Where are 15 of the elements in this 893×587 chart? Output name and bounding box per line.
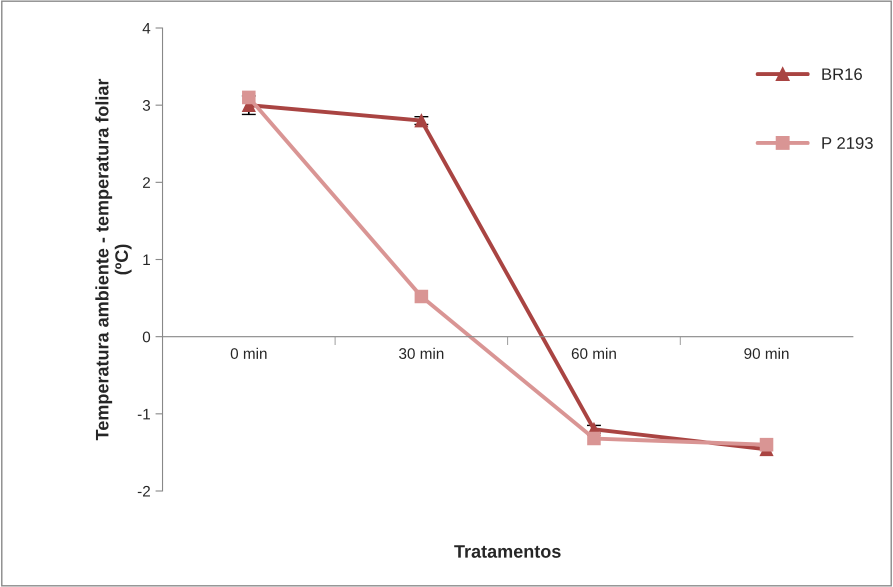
y-tick-label: -2 — [138, 486, 150, 497]
y-tick-label: 4 — [142, 23, 150, 34]
y-tick-label: 2 — [142, 177, 150, 188]
x-tick-label: 90 min — [744, 348, 788, 359]
y-tick-label: 1 — [143, 254, 150, 266]
y-tick-label: -1 — [138, 408, 150, 420]
x-tick-label: 30 min — [399, 348, 444, 359]
x-tick-label: 0 min — [230, 348, 266, 359]
y-tick-label: 3 — [142, 100, 150, 111]
x-axis-title: Tratamentos — [454, 545, 561, 558]
legend-label: BR16 — [822, 68, 862, 80]
legend-label: P 2193 — [822, 137, 873, 149]
y-axis-title: Temperatura ambiente - temperatura foliar (ºC) — [95, 78, 132, 440]
x-tick-label: 60 min — [572, 348, 616, 359]
y-tick-label: 0 — [142, 332, 150, 342]
